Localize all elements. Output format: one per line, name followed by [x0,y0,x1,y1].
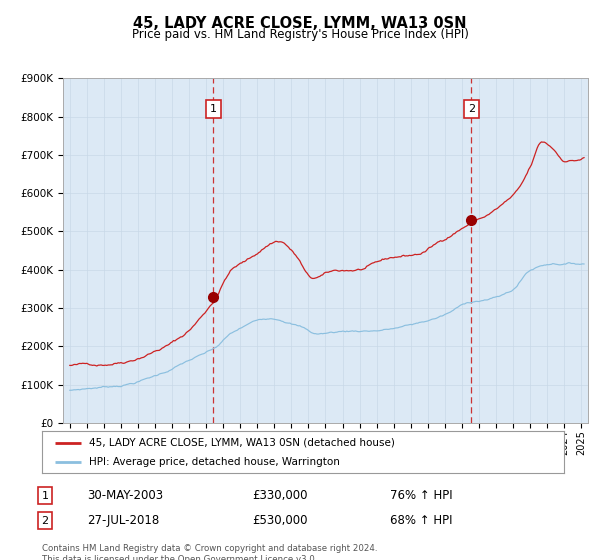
Text: 2: 2 [468,104,475,114]
Text: 76% ↑ HPI: 76% ↑ HPI [390,489,452,502]
Text: 68% ↑ HPI: 68% ↑ HPI [390,514,452,528]
Text: Price paid vs. HM Land Registry's House Price Index (HPI): Price paid vs. HM Land Registry's House … [131,28,469,41]
Text: £330,000: £330,000 [252,489,308,502]
Text: 45, LADY ACRE CLOSE, LYMM, WA13 0SN: 45, LADY ACRE CLOSE, LYMM, WA13 0SN [133,16,467,31]
Text: 2: 2 [41,516,49,526]
Text: 30-MAY-2003: 30-MAY-2003 [87,489,163,502]
Text: £530,000: £530,000 [252,514,308,528]
Text: 45, LADY ACRE CLOSE, LYMM, WA13 0SN (detached house): 45, LADY ACRE CLOSE, LYMM, WA13 0SN (det… [89,437,395,447]
Text: Contains HM Land Registry data © Crown copyright and database right 2024.
This d: Contains HM Land Registry data © Crown c… [42,544,377,560]
Text: HPI: Average price, detached house, Warrington: HPI: Average price, detached house, Warr… [89,457,340,467]
Text: 1: 1 [209,104,217,114]
Text: 27-JUL-2018: 27-JUL-2018 [87,514,159,528]
Text: 1: 1 [41,491,49,501]
